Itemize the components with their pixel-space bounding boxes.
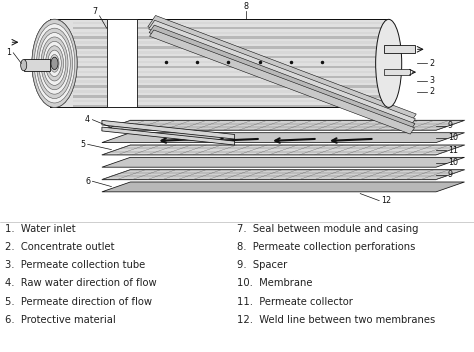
Polygon shape — [73, 37, 384, 39]
Polygon shape — [73, 100, 384, 102]
Text: 2: 2 — [429, 87, 434, 96]
Ellipse shape — [50, 55, 59, 72]
Polygon shape — [102, 145, 465, 155]
Ellipse shape — [48, 50, 61, 77]
Ellipse shape — [32, 19, 77, 107]
Text: 8.  Permeate collection perforations: 8. Permeate collection perforations — [237, 242, 415, 252]
Polygon shape — [50, 19, 389, 107]
Text: 3.  Permeate collection tube: 3. Permeate collection tube — [5, 260, 145, 270]
Text: 7: 7 — [92, 7, 97, 16]
Text: 2.  Concentrate outlet: 2. Concentrate outlet — [5, 242, 114, 252]
Polygon shape — [73, 66, 384, 68]
Text: 10.  Membrane: 10. Membrane — [237, 278, 312, 288]
Polygon shape — [73, 27, 384, 29]
Text: 1.  Water inlet: 1. Water inlet — [5, 224, 75, 233]
Text: 8: 8 — [244, 1, 249, 11]
Ellipse shape — [21, 59, 27, 71]
Ellipse shape — [43, 42, 66, 86]
Text: 10: 10 — [448, 158, 458, 167]
Text: 3: 3 — [429, 76, 434, 86]
Polygon shape — [73, 105, 384, 107]
Ellipse shape — [41, 37, 68, 90]
Ellipse shape — [39, 33, 70, 94]
Polygon shape — [102, 170, 465, 180]
Polygon shape — [148, 15, 416, 125]
Text: 1: 1 — [6, 48, 11, 57]
Text: 11.  Permeate collector: 11. Permeate collector — [237, 297, 353, 307]
Polygon shape — [73, 71, 384, 73]
Polygon shape — [73, 76, 384, 78]
Text: 5: 5 — [80, 140, 85, 149]
Polygon shape — [149, 20, 415, 127]
Text: 7.  Seal between module and casing: 7. Seal between module and casing — [237, 224, 419, 233]
Polygon shape — [73, 42, 384, 44]
Text: 10: 10 — [448, 133, 458, 143]
Polygon shape — [73, 95, 384, 98]
Polygon shape — [73, 61, 384, 63]
Polygon shape — [384, 69, 410, 75]
Text: 6.  Protective material: 6. Protective material — [5, 315, 116, 325]
Ellipse shape — [51, 57, 58, 70]
Polygon shape — [73, 86, 384, 88]
Polygon shape — [102, 120, 465, 130]
Text: 12.  Weld line between two membranes: 12. Weld line between two membranes — [237, 315, 435, 325]
Text: 6: 6 — [85, 177, 90, 186]
Polygon shape — [107, 19, 137, 107]
Ellipse shape — [32, 19, 77, 107]
Ellipse shape — [46, 46, 64, 81]
Text: 5.  Permeate direction of flow: 5. Permeate direction of flow — [5, 297, 152, 307]
Text: 9: 9 — [448, 121, 453, 130]
Ellipse shape — [34, 24, 75, 103]
Ellipse shape — [52, 59, 57, 68]
Text: 2: 2 — [429, 59, 434, 68]
Text: 4: 4 — [85, 115, 90, 124]
Polygon shape — [73, 81, 384, 83]
Polygon shape — [384, 45, 415, 53]
Polygon shape — [73, 32, 384, 34]
Polygon shape — [102, 120, 235, 139]
Text: 9: 9 — [448, 170, 453, 180]
Ellipse shape — [375, 19, 401, 107]
Text: 11: 11 — [448, 146, 458, 155]
Text: 4.  Raw water direction of flow: 4. Raw water direction of flow — [5, 278, 156, 288]
Polygon shape — [73, 22, 384, 24]
Polygon shape — [102, 127, 235, 145]
Polygon shape — [149, 30, 415, 134]
Polygon shape — [102, 157, 465, 167]
Text: 12: 12 — [382, 196, 392, 205]
Polygon shape — [73, 51, 384, 54]
Polygon shape — [102, 182, 465, 192]
Text: 9.  Spacer: 9. Spacer — [237, 260, 287, 270]
Ellipse shape — [36, 28, 73, 99]
Polygon shape — [73, 56, 384, 58]
Polygon shape — [73, 90, 384, 93]
Polygon shape — [102, 133, 465, 143]
Polygon shape — [73, 46, 384, 49]
Polygon shape — [149, 25, 415, 131]
Polygon shape — [24, 59, 50, 71]
